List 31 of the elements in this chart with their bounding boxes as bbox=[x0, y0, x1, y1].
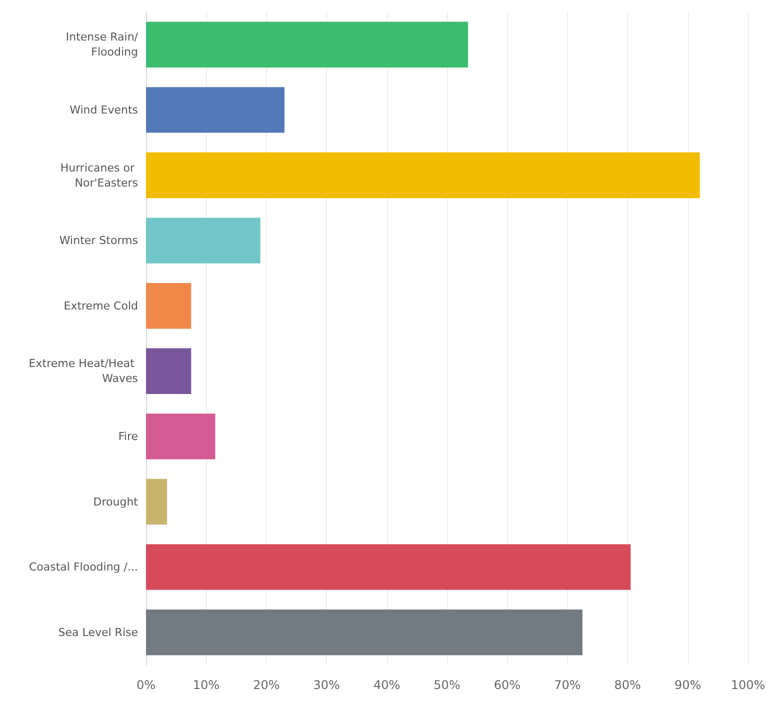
y-tick-label: Extreme Heat/Heat Waves bbox=[28, 357, 138, 386]
x-tick-label: 10% bbox=[192, 678, 220, 692]
x-tick-label: 60% bbox=[494, 678, 521, 692]
x-tick-label: 90% bbox=[674, 678, 702, 692]
x-tick-label: 30% bbox=[313, 678, 340, 692]
bar bbox=[146, 282, 192, 329]
y-tick-label: Wind Events bbox=[70, 103, 138, 116]
bar bbox=[146, 218, 260, 264]
y-tick-label: Fire bbox=[118, 430, 138, 443]
bar bbox=[146, 152, 700, 198]
x-tick-label: 20% bbox=[253, 678, 280, 692]
y-tick-label: Winter Storms bbox=[59, 234, 138, 248]
bar bbox=[146, 348, 192, 394]
bar bbox=[146, 414, 216, 460]
x-tick-label: 100% bbox=[730, 678, 766, 692]
x-tick-label: 80% bbox=[614, 678, 641, 692]
bar bbox=[146, 22, 468, 68]
bar bbox=[146, 609, 582, 656]
y-tick-label: Intense Rain/Flooding bbox=[66, 30, 138, 59]
bar bbox=[146, 478, 168, 525]
x-tick-label: 40% bbox=[373, 678, 400, 692]
x-tick-label: 70% bbox=[554, 678, 581, 692]
bar bbox=[146, 544, 631, 590]
y-tick-label: Hurricanes or Nor'Easters bbox=[60, 161, 138, 190]
x-tick-label: 0% bbox=[136, 678, 156, 692]
y-tick-label: Coastal Flooding /... bbox=[28, 560, 138, 574]
y-tick-label: Sea Level Rise bbox=[58, 626, 138, 639]
y-tick-label: Drought bbox=[93, 495, 139, 508]
x-tick-label: 50% bbox=[434, 678, 460, 692]
y-tick-label: Extreme Cold bbox=[64, 299, 138, 312]
bar bbox=[146, 87, 284, 133]
